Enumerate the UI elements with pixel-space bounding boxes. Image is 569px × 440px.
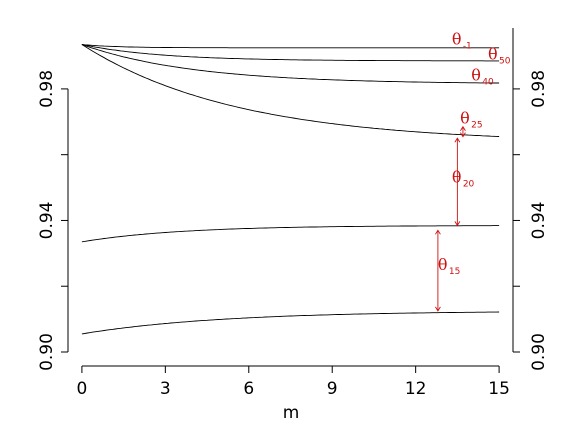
x-tick-label: 3 [160, 379, 171, 399]
x-axis-title: m [283, 403, 300, 423]
axes: 0 3 6 9 12 15 0.90 0.90 0.94 0.94 0.98 0.98 [37, 28, 549, 399]
arrow-head [454, 221, 461, 227]
arrow-head [435, 306, 441, 312]
series-label-subscript: 20 [463, 180, 475, 190]
series-label-subscript: 15 [449, 267, 460, 277]
series-line-15 [81, 311, 500, 335]
series-label-theta-20: θ [452, 168, 462, 187]
series-label-theta--1: θ [452, 30, 462, 49]
y-tick-label-left: 0.90 [37, 333, 57, 371]
y-tick-label-left: 0.94 [37, 202, 57, 240]
y-tick-label-right: 0.94 [529, 202, 549, 240]
arrow-head [435, 229, 441, 235]
series-label-subscript: -1 [463, 42, 472, 52]
y-tick-label-left: 0.98 [37, 70, 57, 108]
x-tick-label: 0 [76, 379, 87, 399]
series-line-40 [81, 44, 500, 84]
series-label-theta-25: θ [460, 108, 470, 127]
x-tick-label: 12 [405, 379, 427, 399]
annotations: θ -1 θ 50θ 40θ 25θ 20θ 15 [435, 30, 511, 312]
series-line-20 [81, 225, 500, 243]
series-label-subscript: 50 [499, 56, 511, 66]
series-label-theta-50: θ [488, 44, 498, 63]
x-tick-label: 9 [327, 379, 338, 399]
series-label-theta-15: θ [438, 255, 448, 274]
plot-area [81, 44, 500, 335]
series-line--1 [81, 44, 500, 49]
series-line-25 [81, 44, 500, 137]
series-label-subscript: 40 [482, 78, 494, 88]
y-tick-label-right: 0.98 [529, 70, 549, 108]
arrow-head [460, 125, 466, 131]
x-tick-label: 15 [488, 379, 510, 399]
series-label-subscript: 25 [471, 120, 482, 130]
y-tick-label-right: 0.90 [529, 333, 549, 371]
x-tick-label: 6 [243, 379, 254, 399]
series-line-50 [81, 44, 500, 62]
arrow-head [454, 137, 461, 143]
arrow-head [460, 132, 466, 138]
series-label-theta-40: θ [471, 66, 481, 85]
